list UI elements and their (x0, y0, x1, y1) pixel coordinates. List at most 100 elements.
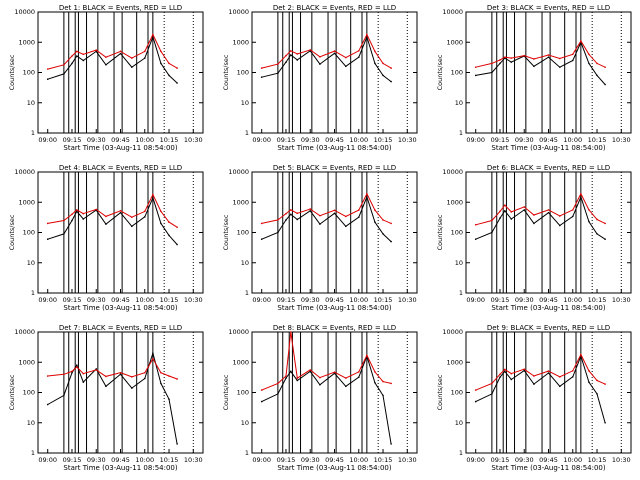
x-tick-label: 10:15 (160, 296, 179, 304)
series-point-lld (63, 373, 65, 376)
y-tick-label: 100 (237, 69, 249, 77)
y-tick-label: 10 (241, 419, 249, 427)
series-line-lld (261, 192, 392, 224)
series-point-lld (160, 371, 162, 374)
x-tick-label: 10:30 (184, 296, 203, 304)
x-tick-label: 09:00 (466, 296, 485, 304)
series-point-events (374, 381, 376, 384)
series-point-events (510, 61, 513, 63)
series-point-events (46, 403, 49, 406)
series-point-lld (382, 380, 384, 383)
series-point-lld (285, 375, 287, 377)
series-point-events (260, 400, 263, 403)
series-point-lld (523, 54, 526, 57)
series-point-lld (333, 50, 336, 52)
series-point-events (277, 393, 279, 395)
series-point-lld (596, 218, 598, 221)
x-tick-label: 09:00 (38, 296, 57, 304)
series-point-events (176, 243, 178, 246)
series-point-events (176, 443, 178, 445)
series-point-lld (390, 222, 392, 225)
series-line-lld (475, 192, 606, 226)
y-tick-label: 1000 (18, 198, 35, 206)
y-tick-label: 100 (451, 229, 463, 237)
series-point-lld (63, 219, 65, 222)
x-tick-label: 09:00 (466, 456, 485, 464)
y-tick-label: 10 (455, 419, 463, 427)
x-tick-label: 09:30 (515, 136, 534, 144)
series-point-lld (588, 209, 590, 211)
y-axis-label: Counts/sec (8, 214, 16, 250)
series-point-events (168, 398, 170, 401)
series-point-events (82, 218, 85, 220)
series-point-lld (474, 223, 477, 226)
y-axis-label: Counts/sec (8, 374, 16, 410)
series-point-lld (260, 222, 263, 225)
y-tick-label: 10 (241, 99, 249, 107)
series-point-events (510, 378, 513, 381)
y-tick-label: 1000 (232, 198, 249, 206)
series-point-events (547, 211, 550, 214)
x-tick-label: 10:30 (184, 136, 203, 144)
series-point-lld (504, 204, 506, 206)
series-point-lld (176, 226, 178, 228)
series-point-events (168, 234, 170, 237)
series-point-lld (63, 63, 65, 66)
series-point-events (345, 385, 347, 388)
x-tick-label: 09:45 (325, 296, 344, 304)
series-point-lld (474, 66, 477, 68)
y-tick-label: 10000 (14, 328, 35, 336)
series-point-events (168, 74, 170, 77)
series-point-lld (105, 375, 107, 378)
series-point-events (105, 63, 107, 66)
y-axis-label: Counts/sec (436, 374, 444, 410)
series-point-lld (105, 56, 107, 59)
series-point-lld (309, 369, 312, 371)
series-point-lld (374, 209, 376, 211)
series-point-events (571, 59, 574, 62)
x-tick-label: 09:45 (539, 136, 558, 144)
x-axis-label: Start Time (03-Aug-11 08:54:00) (63, 144, 177, 152)
series-point-events (523, 369, 526, 372)
series-point-events (76, 210, 78, 213)
x-axis-label: Start Time (03-Aug-11 08:54:00) (277, 144, 391, 152)
chart-title: Det 9: BLACK = Events, RED = LLD (487, 324, 610, 332)
series-point-events (143, 57, 146, 59)
x-tick-label: 10:30 (612, 136, 631, 144)
series-point-lld (366, 354, 368, 357)
series-line-events (261, 35, 392, 82)
chart-panel-6: 1 10 100 1000 10000 09:00 09:15 09:30 09:45 10:00… (436, 164, 632, 312)
x-tick-label: 10:30 (612, 296, 631, 304)
series-point-lld (152, 193, 154, 196)
series-point-events (588, 220, 590, 223)
x-tick-label: 10:00 (563, 456, 582, 464)
series-point-lld (168, 62, 170, 65)
series-point-events (319, 223, 321, 225)
chart-panel-7: 1 10 100 1000 10000 09:00 09:15 09:30 09:45 10:00… (8, 324, 204, 472)
x-tick-label: 10:30 (612, 456, 631, 464)
series-point-events (382, 74, 384, 77)
y-tick-label: 1 (459, 129, 463, 137)
series-point-lld (143, 371, 146, 374)
series-point-events (160, 382, 162, 385)
series-line-lld (47, 33, 178, 70)
y-axis-label: Counts/sec (436, 214, 444, 250)
series-line-events (47, 351, 178, 444)
x-tick-label: 09:30 (301, 136, 320, 144)
series-point-lld (76, 366, 78, 368)
x-tick-label: 10:30 (398, 456, 417, 464)
y-tick-label: 1 (31, 449, 35, 457)
series-point-events (309, 210, 312, 212)
series-point-events (143, 216, 146, 218)
series-point-lld (510, 211, 513, 213)
series-point-events (499, 217, 501, 219)
series-point-events (357, 376, 360, 379)
series-point-lld (319, 214, 321, 217)
series-point-lld (547, 209, 550, 211)
x-tick-label: 09:00 (252, 296, 271, 304)
series-point-lld (504, 56, 506, 59)
x-tick-label: 09:00 (38, 136, 57, 144)
x-tick-label: 10:15 (374, 456, 393, 464)
x-tick-label: 09:15 (63, 296, 82, 304)
series-point-events (580, 196, 582, 198)
